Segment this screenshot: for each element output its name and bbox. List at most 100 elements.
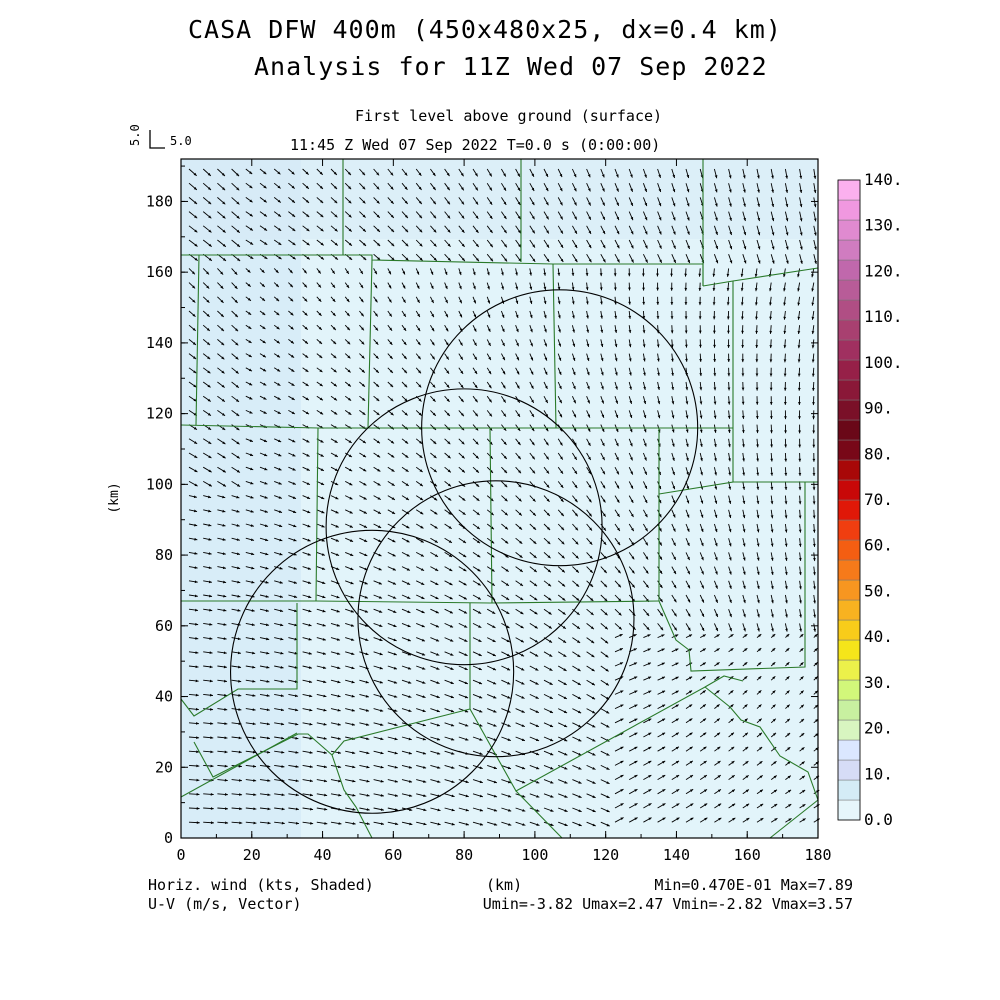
wind-vector-head <box>700 542 704 547</box>
wind-vector-head <box>603 541 607 545</box>
wind-vector-head <box>520 611 524 615</box>
wind-vector-head <box>547 526 551 530</box>
wind-vector-head <box>351 694 355 698</box>
wind-vector-head <box>592 795 596 798</box>
wind-vector-head <box>702 718 707 722</box>
wind-vector-head <box>797 274 800 278</box>
wind-vector-head <box>616 499 620 503</box>
wind-vector-head <box>741 345 745 348</box>
wind-vector-head <box>266 665 270 669</box>
wind-vector-head <box>380 751 384 755</box>
wind-vector-head <box>615 386 618 390</box>
wind-vector-head <box>333 383 337 387</box>
wind-vector-head <box>503 201 507 205</box>
wind-vector-head <box>449 596 453 600</box>
wind-vector-head <box>394 751 398 755</box>
wind-vector-head <box>758 634 762 637</box>
wind-vector-head <box>688 648 693 652</box>
wind-vector-head <box>564 780 568 784</box>
wind-vector-head <box>741 430 745 434</box>
colorbar-label: 80. <box>864 444 893 463</box>
wind-vector-head <box>347 383 351 387</box>
wind-vector-head <box>744 662 748 666</box>
wind-vector-head <box>544 385 548 389</box>
wind-vector-head <box>643 400 647 405</box>
wind-vector-head <box>786 634 790 638</box>
wind-vector-head <box>771 189 774 193</box>
wind-vector-head <box>507 780 512 784</box>
wind-vector-head <box>320 482 325 485</box>
wind-vector-head <box>405 229 409 233</box>
wind-vector-head <box>222 538 226 541</box>
wind-vector-head <box>687 571 690 575</box>
wind-vector-head <box>307 581 312 584</box>
wind-vector-head <box>504 484 508 488</box>
wind-vector-head <box>755 302 758 306</box>
wind-vector-head <box>378 553 382 557</box>
wind-vector-head <box>309 751 313 754</box>
wind-vector-head <box>743 628 746 632</box>
wind-vector-head <box>743 246 747 250</box>
wind-vector-head <box>522 809 526 812</box>
wind-vector-head <box>699 415 703 419</box>
wind-vector-head <box>543 300 547 305</box>
wind-vector-head <box>280 623 284 627</box>
wind-vector-head <box>249 185 253 189</box>
wind-vector-head <box>404 384 408 388</box>
wind-vector-head <box>671 443 675 447</box>
wind-vector-head <box>278 481 282 485</box>
wind-vector-head <box>546 258 550 262</box>
wind-vector-head <box>659 542 662 546</box>
wind-vector-head <box>262 326 266 330</box>
wind-vector-head <box>237 637 241 641</box>
wind-vector-head <box>616 216 619 221</box>
wind-vector-head <box>333 171 337 175</box>
colorbar-swatch <box>837 799 861 821</box>
wind-vector-head <box>573 414 576 418</box>
wind-vector-head <box>375 341 379 345</box>
wind-vector-head <box>223 651 227 655</box>
wind-vector-head <box>309 736 313 740</box>
wind-vector-head <box>675 648 679 652</box>
wind-vector-head <box>206 271 210 275</box>
wind-vector-head <box>423 808 427 812</box>
wind-vector-head <box>592 738 596 742</box>
wind-vector-head <box>405 257 409 261</box>
wind-vector-head <box>194 552 198 555</box>
wind-vector-head <box>363 496 367 500</box>
wind-vector-head <box>295 793 299 797</box>
wind-vector-head <box>308 595 312 599</box>
wind-vector-head <box>253 764 257 768</box>
wind-vector-head <box>305 171 309 175</box>
wind-vector-head <box>221 173 225 177</box>
wind-vector-head <box>771 260 775 264</box>
wind-vector-head <box>760 818 764 821</box>
wind-vector-head <box>295 708 299 712</box>
wind-vector-head <box>634 746 638 750</box>
wind-vector-head <box>575 527 579 531</box>
wind-vector-head <box>404 440 409 444</box>
wind-vector-head <box>743 614 746 618</box>
wind-vector-head <box>606 752 610 756</box>
wind-vector-head <box>564 752 568 756</box>
wind-vector-head <box>390 200 394 204</box>
wind-vector-head <box>578 752 582 756</box>
wind-vector-head <box>784 487 788 491</box>
wind-vector-head <box>543 286 547 290</box>
wind-vector-head <box>727 429 731 433</box>
wind-vector-head <box>800 718 805 722</box>
wind-vector-head <box>798 543 802 547</box>
wind-vector-head <box>224 807 228 810</box>
wind-vector-head <box>422 765 427 769</box>
wind-vector-head <box>715 599 718 603</box>
wind-vector-head <box>309 779 313 783</box>
wind-vector-head <box>531 216 535 220</box>
wind-vector-head <box>236 524 240 527</box>
wind-vector-head <box>578 795 582 798</box>
wind-vector-head <box>630 499 634 503</box>
wind-vector-head <box>783 387 787 391</box>
wind-vector-head <box>798 444 802 448</box>
x-tick-label: 20 <box>243 846 261 864</box>
wind-vector-head <box>209 622 213 626</box>
wind-vector-head <box>210 821 214 825</box>
